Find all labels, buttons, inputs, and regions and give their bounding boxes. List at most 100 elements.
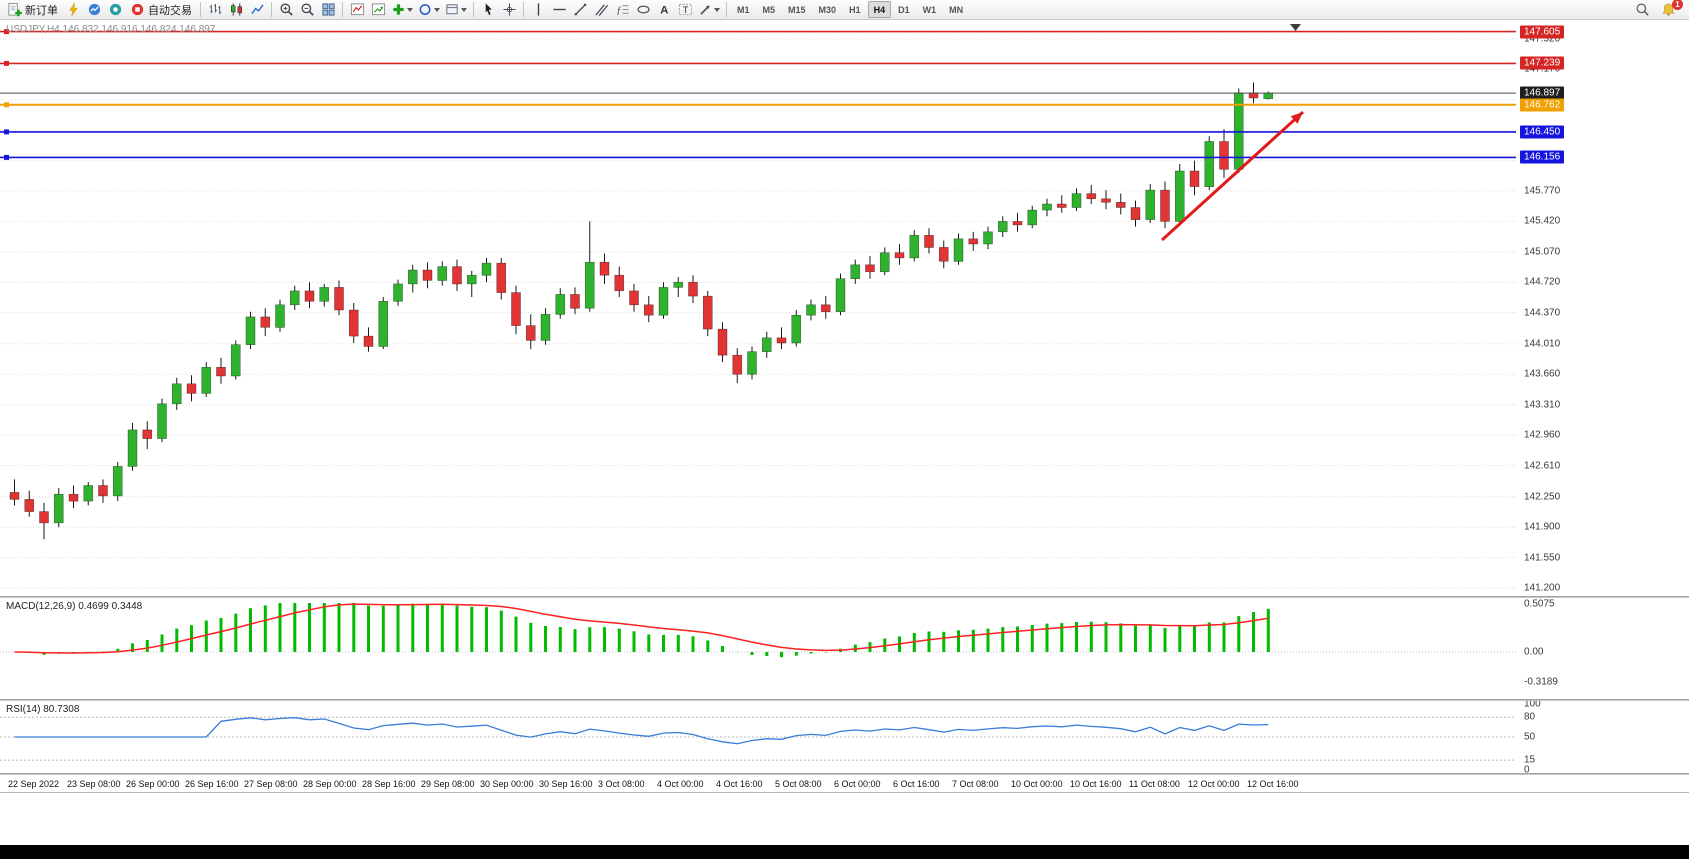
notification-badge: 1 bbox=[1672, 0, 1683, 10]
price-grid-layer bbox=[0, 38, 1516, 589]
panel-separator[interactable] bbox=[0, 773, 1689, 775]
bar-chart-button[interactable] bbox=[205, 1, 225, 19]
time-axis-label: 22 Sep 2022 bbox=[8, 779, 60, 789]
time-axis-label: 12 Oct 00:00 bbox=[1188, 779, 1240, 789]
zoom-in-button[interactable] bbox=[276, 1, 296, 19]
chevron-down-icon bbox=[407, 7, 413, 12]
tile-windows-button[interactable] bbox=[318, 1, 338, 19]
chevron-down-icon bbox=[461, 7, 467, 12]
time-axis-label: 30 Sep 00:00 bbox=[480, 779, 534, 789]
add-indicator-button[interactable] bbox=[389, 1, 415, 19]
macd-label: MACD(12,26,9) 0.4699 0.3448 bbox=[6, 601, 143, 612]
zoom-in-icon bbox=[280, 3, 293, 16]
time-axis-label: 4 Oct 16:00 bbox=[716, 779, 763, 789]
main-chart[interactable] bbox=[0, 20, 1689, 596]
price-line-tag: 146.450 bbox=[1520, 125, 1565, 139]
toolbar-separator bbox=[342, 2, 343, 17]
time-axis[interactable]: 22 Sep 2022 23 Sep 08:00 26 Sep 00:00 26 Se… bbox=[0, 775, 1689, 793]
auto-trading-label: 自动交易 bbox=[148, 4, 192, 17]
shapes-button[interactable] bbox=[633, 1, 653, 19]
new-order-button[interactable]: 新订单 bbox=[3, 1, 62, 19]
price-grid-label: 141.200 bbox=[1524, 582, 1561, 594]
macd-panel: MACD(12,26,9) 0.4699 0.3448 0.5075 0.00 -0… bbox=[0, 598, 1689, 699]
macd-axis-label: 0.00 bbox=[1524, 646, 1544, 658]
bar-chart-icon bbox=[209, 3, 221, 15]
chevron-down-icon bbox=[714, 7, 720, 12]
fibonacci-button[interactable]: ƒ bbox=[612, 1, 632, 19]
toolbar-separator bbox=[271, 2, 272, 17]
trend-arrow[interactable] bbox=[1160, 110, 1305, 242]
zoom-out-button[interactable] bbox=[297, 1, 317, 19]
price-lines-layer[interactable] bbox=[0, 29, 1516, 160]
chart-shift-marker[interactable] bbox=[1290, 24, 1301, 31]
svg-text:ƒ: ƒ bbox=[616, 5, 621, 16]
timeframe-m30-button[interactable]: M30 bbox=[813, 1, 843, 18]
candles-layer bbox=[9, 82, 1274, 540]
notifications-button[interactable]: 1 bbox=[1658, 0, 1683, 19]
channel-icon bbox=[594, 4, 608, 16]
time-axis-label: 5 Oct 08:00 bbox=[775, 779, 822, 789]
objects-button[interactable] bbox=[416, 1, 442, 19]
toolbar-separator bbox=[523, 2, 524, 17]
indicator-window-icon bbox=[371, 3, 385, 16]
indicator-window-button[interactable] bbox=[368, 1, 388, 19]
market-watch-icon bbox=[88, 3, 100, 16]
timeframe-m15-button[interactable]: M15 bbox=[782, 1, 812, 18]
rsi-chart[interactable] bbox=[0, 701, 1689, 773]
price-grid-label: 142.250 bbox=[1524, 491, 1561, 503]
timeframe-m5-button[interactable]: M5 bbox=[757, 1, 782, 18]
new-order-icon bbox=[8, 2, 22, 17]
search-button[interactable] bbox=[1632, 1, 1652, 19]
macd-axis-label: 0.5075 bbox=[1524, 598, 1555, 610]
time-axis-label: 6 Oct 16:00 bbox=[893, 779, 940, 789]
price-line-tag: 146.156 bbox=[1520, 150, 1565, 164]
auto-trading-button[interactable]: 自动交易 bbox=[126, 1, 196, 19]
price-grid-label: 141.900 bbox=[1524, 521, 1561, 533]
trendline-button[interactable] bbox=[570, 1, 590, 19]
horizontal-line-button[interactable] bbox=[549, 1, 569, 19]
template-button[interactable] bbox=[443, 1, 469, 19]
chart-window: USDJPY,H4 146.832 146.916 146.824 146.89… bbox=[0, 20, 1689, 859]
timeframe-h4-button[interactable]: H4 bbox=[867, 1, 892, 18]
price-line-tag: 146.897 bbox=[1520, 86, 1565, 100]
main-chart-panel: USDJPY,H4 146.832 146.916 146.824 146.89… bbox=[0, 20, 1689, 596]
timeframe-m1-button[interactable]: M1 bbox=[731, 1, 756, 18]
metaeditor-icon bbox=[68, 2, 78, 17]
channel-button[interactable] bbox=[591, 1, 611, 19]
vertical-line-icon bbox=[537, 3, 539, 16]
time-axis-label: 4 Oct 00:00 bbox=[657, 779, 704, 789]
line-chart-button[interactable] bbox=[247, 1, 267, 19]
text-label-button[interactable]: T bbox=[675, 1, 695, 19]
panel-separator[interactable] bbox=[0, 596, 1689, 598]
price-grid-label: 147.520 bbox=[1524, 33, 1561, 45]
time-axis-label: 11 Oct 08:00 bbox=[1129, 779, 1180, 789]
indicator-list-button[interactable] bbox=[347, 1, 367, 19]
toolbar-separator bbox=[726, 2, 727, 17]
metaeditor-button[interactable] bbox=[63, 1, 83, 19]
tile-windows-icon bbox=[321, 3, 335, 16]
arrows-button[interactable] bbox=[696, 1, 722, 19]
vertical-line-button[interactable] bbox=[528, 1, 548, 19]
price-grid-label: 143.310 bbox=[1524, 399, 1561, 411]
candlestick-chart-button[interactable] bbox=[226, 1, 246, 19]
navigator-button[interactable] bbox=[105, 1, 125, 19]
toolbar-separator bbox=[200, 2, 201, 17]
timeframe-d1-button[interactable]: D1 bbox=[892, 1, 916, 18]
crosshair-button[interactable] bbox=[499, 1, 519, 19]
macd-signal-line bbox=[14, 603, 1269, 654]
market-watch-button[interactable] bbox=[84, 1, 104, 19]
timeframe-mn-button[interactable]: MN bbox=[943, 1, 969, 18]
macd-chart[interactable] bbox=[0, 598, 1689, 699]
rsi-panel: RSI(14) 80.7308 100 80 50 15 0 bbox=[0, 701, 1689, 773]
timeframe-w1-button[interactable]: W1 bbox=[917, 1, 943, 18]
timeframe-h1-button[interactable]: H1 bbox=[843, 1, 867, 18]
price-grid-label: 144.720 bbox=[1524, 276, 1561, 288]
price-line-tag: 147.605 bbox=[1520, 25, 1565, 39]
cursor-button[interactable] bbox=[478, 1, 498, 19]
text-button[interactable]: A bbox=[654, 1, 674, 19]
time-axis-label: 7 Oct 08:00 bbox=[952, 779, 999, 789]
chevron-down-icon bbox=[434, 7, 440, 12]
toolbar: 新订单 自动交易 bbox=[0, 0, 1689, 20]
panel-separator[interactable] bbox=[0, 699, 1689, 701]
time-axis-label: 12 Oct 16:00 bbox=[1247, 779, 1299, 789]
